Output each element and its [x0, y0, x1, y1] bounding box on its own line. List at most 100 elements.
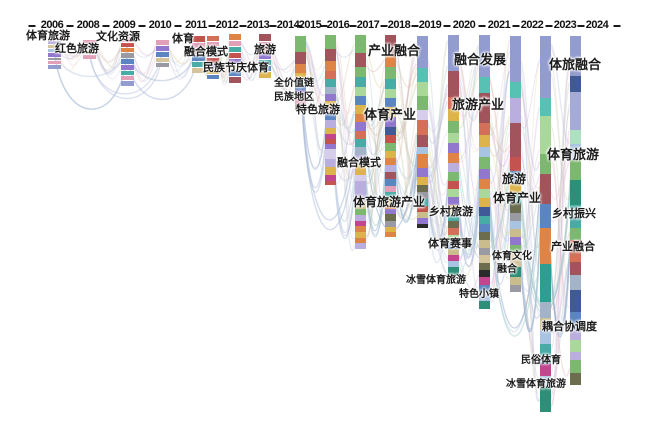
flow-link: [549, 160, 571, 223]
flow-link: [426, 93, 449, 169]
flow-link: [364, 85, 386, 123]
flow-link: [204, 52, 208, 64]
flow-link: [240, 48, 260, 79]
flow-link: [60, 46, 83, 57]
flow-link: [519, 66, 541, 402]
flow-link: [519, 60, 541, 269]
flow-link: [457, 80, 480, 289]
flow-link: [132, 40, 157, 57]
flow-link: [394, 44, 418, 163]
flow-link: [270, 42, 296, 82]
flow-link: [95, 50, 121, 80]
flow-link: [133, 54, 156, 76]
flow-link: [549, 259, 571, 334]
flow-link: [364, 111, 386, 130]
flow-link: [457, 63, 480, 108]
flow-link: [168, 51, 192, 68]
flow-link: [519, 194, 541, 248]
flow-link: [94, 45, 122, 71]
flow-link: [458, 70, 479, 120]
flow-link: [489, 51, 510, 136]
flow-link: [60, 45, 83, 71]
flow-link: [550, 123, 570, 282]
flow-link: [364, 116, 386, 184]
flow-link: [304, 40, 326, 96]
flow-link: [519, 114, 541, 315]
flow-link: [334, 44, 356, 101]
flow-link: [218, 54, 230, 82]
flow-link: [520, 61, 540, 281]
flow-link: [60, 48, 83, 60]
flow-link: [335, 74, 355, 114]
flow-link: [549, 147, 571, 331]
flow-link: [335, 45, 355, 232]
flow-link: [394, 63, 418, 137]
flow-link: [457, 76, 480, 249]
flow-link: [458, 57, 479, 151]
flow-link: [305, 65, 325, 106]
flow-link: [394, 68, 418, 209]
flow-link: [270, 44, 295, 73]
flow-link: [550, 71, 570, 212]
flow-link: [520, 153, 540, 190]
flow-link: [240, 46, 260, 82]
flow-link: [549, 232, 571, 310]
flow-link: [488, 120, 511, 205]
flow-link: [550, 109, 570, 397]
flow-link: [427, 162, 449, 263]
flow-link: [203, 40, 208, 76]
flow-link: [218, 44, 230, 83]
flow-link: [335, 40, 355, 147]
flow-link: [488, 132, 511, 299]
flow-link: [60, 50, 83, 57]
flow-link: [334, 48, 356, 58]
flow-link: [488, 121, 511, 167]
flow-link: [203, 47, 208, 55]
flow-link: [549, 53, 571, 201]
flow-link: [489, 147, 510, 207]
flow-link: [204, 45, 208, 74]
flow-link: [364, 86, 386, 127]
flow-link: [457, 100, 479, 160]
flow-link: [427, 89, 448, 132]
flow-link: [304, 42, 326, 104]
flow-link: [126, 51, 199, 101]
flow-link: [240, 47, 260, 66]
flow-link: [168, 40, 192, 63]
flow-link: [270, 64, 295, 95]
flow-link: [488, 81, 511, 197]
flow-link: [364, 127, 386, 156]
flow-link: [270, 61, 296, 91]
flow-link: [520, 128, 540, 189]
flow-link: [427, 130, 448, 176]
flow-link: [203, 39, 208, 55]
flow-link: [88, 45, 163, 100]
flow-link: [94, 46, 122, 63]
flow-link: [394, 111, 417, 167]
flow-link: [218, 62, 230, 86]
flow-link: [218, 48, 230, 66]
flow-link: [364, 114, 386, 178]
flow-link: [550, 45, 570, 69]
flow-link: [394, 57, 418, 88]
flow-link: [304, 45, 326, 107]
flow-link: [364, 118, 386, 152]
flow-link: [304, 75, 326, 110]
flow-link: [394, 49, 418, 141]
flow-link: [426, 100, 449, 144]
flow-link: [334, 85, 356, 126]
flow-link: [488, 64, 511, 284]
flow-link: [365, 134, 385, 224]
flow-link: [458, 94, 479, 163]
flow-link: [488, 164, 511, 242]
flow-link: [488, 76, 511, 211]
flow-link: [364, 114, 386, 136]
flow-link: [426, 183, 449, 235]
flow-link: [60, 42, 83, 66]
flow-link: [550, 137, 570, 200]
flow-link: [364, 110, 386, 185]
flow-link: [520, 58, 540, 129]
flow-link: [457, 58, 480, 122]
